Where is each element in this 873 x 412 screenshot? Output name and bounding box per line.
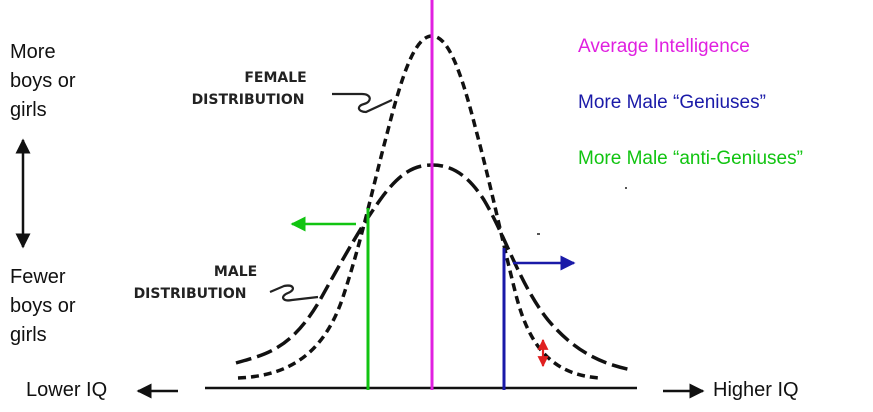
male-pointer-squiggle: [269, 284, 319, 302]
y-axis-bottom-line-2: boys or: [10, 295, 76, 317]
male-label-line-1: MALE: [214, 264, 257, 280]
y-axis-top-label: More boys or girls: [10, 41, 81, 121]
y-axis-top-line-2: boys or: [10, 70, 76, 92]
x-axis-right-label: Higher IQ: [713, 379, 799, 401]
male-label-line-2: DISTRIBUTION: [134, 286, 247, 302]
speck-mark: [625, 187, 627, 189]
female-pointer-squiggle: [332, 92, 393, 114]
x-axis-left-label: Lower IQ: [26, 379, 107, 401]
legend-anti-geniuses: More Male “anti-Geniuses”: [578, 148, 803, 169]
y-axis-bottom-line-3: girls: [10, 324, 47, 346]
female-distribution-curve: [237, 34, 601, 380]
legend-geniuses: More Male “Geniuses”: [578, 92, 766, 113]
female-label-line-2: DISTRIBUTION: [192, 92, 305, 108]
legend-average: Average Intelligence: [578, 36, 750, 57]
female-label-line-1: FEMALE: [244, 70, 306, 86]
male-distribution-curve: [235, 163, 633, 372]
y-axis-top-line-3: girls: [10, 99, 47, 121]
y-axis-bottom-label: Fewer boys or girls: [10, 266, 81, 346]
female-distribution-label: FEMALE DISTRIBUTION: [192, 70, 312, 108]
y-axis-bottom-line-1: Fewer: [10, 266, 66, 288]
male-distribution-label: MALE DISTRIBUTION: [134, 264, 263, 302]
y-axis-top-line-1: More: [10, 41, 56, 63]
speck-mark: [537, 233, 540, 235]
